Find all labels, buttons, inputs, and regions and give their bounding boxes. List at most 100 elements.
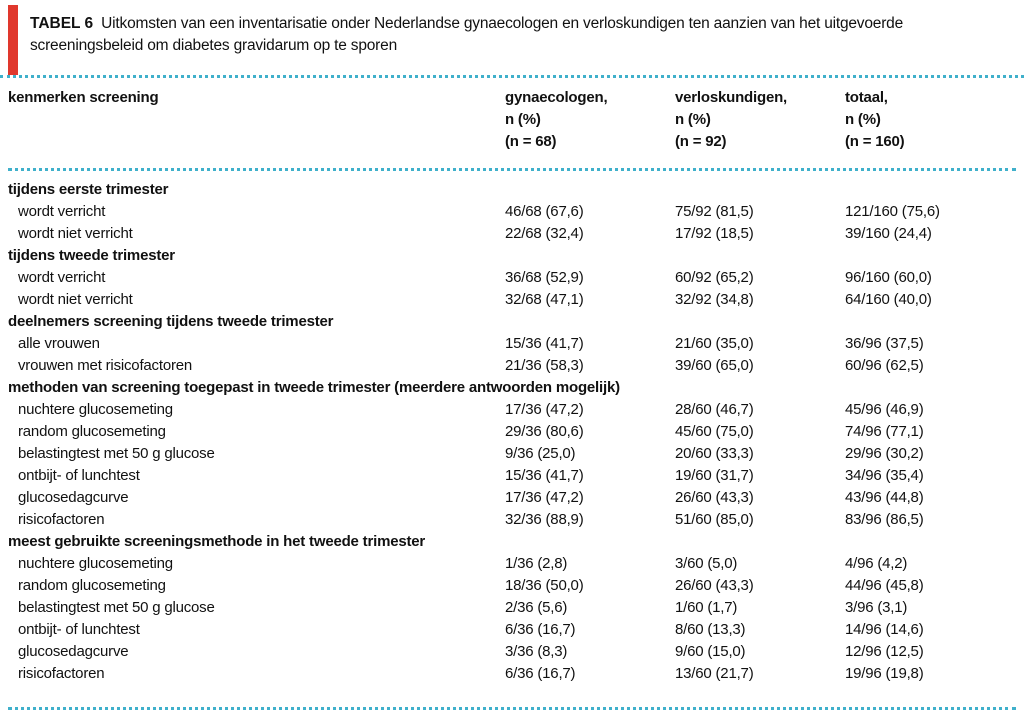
row-label: nuchtere glucosemeting <box>18 401 173 418</box>
cell-value: 60/96 (62,5) <box>845 357 924 374</box>
section-row: meest gebruikte screeningsmethode in het… <box>8 533 426 550</box>
cell-value: 36/96 (37,5) <box>845 335 924 352</box>
cell-value: 83/96 (86,5) <box>845 511 924 528</box>
cell-value: 45/96 (46,9) <box>845 401 924 418</box>
header-line: (n = 68) <box>505 133 557 150</box>
row-label: vrouwen met risicofactoren <box>18 357 193 374</box>
table-title: TABEL 6 Uitkomsten van een inventarisatie… <box>30 13 1004 57</box>
cell-value: 3/96 (3,1) <box>845 599 908 616</box>
row-label: risicofactoren <box>18 665 105 682</box>
table-number: TABEL 6 <box>30 15 94 32</box>
cell-value: 22/68 (32,4) <box>505 225 584 242</box>
row-label: belastingtest met 50 g glucose <box>18 445 215 462</box>
cell-value: 32/68 (47,1) <box>505 291 584 308</box>
cell-value: 4/96 (4,2) <box>845 555 908 572</box>
cell-value: 17/92 (18,5) <box>675 225 754 242</box>
cell-value: 3/36 (8,3) <box>505 643 568 660</box>
table-row: glucosedagcurve 17/36 (47,2) 26/60 (43,3) 4… <box>8 487 1016 509</box>
cell-value: 12/96 (12,5) <box>845 643 924 660</box>
cell-value: 51/60 (85,0) <box>675 511 754 528</box>
table-row: ontbijt- of lunchtest 6/36 (16,7) 8/60 (13… <box>8 619 1016 641</box>
table-row: risicofactoren 6/36 (16,7) 13/60 (21,7) 19/… <box>8 663 1016 685</box>
cell-value: 26/60 (43,3) <box>675 577 754 594</box>
table-header-row: kenmerken screening gynaecologen, n (%) … <box>8 78 1016 171</box>
header-line: (n = 92) <box>675 133 727 150</box>
section-row: tijdens tweede trimester <box>8 247 175 264</box>
table-row: random glucosemeting 18/36 (50,0) 26/60 (4… <box>8 575 1016 597</box>
row-label: glucosedagcurve <box>18 643 129 660</box>
header-line: n (%) <box>505 111 541 128</box>
title-line-2: screeningsbeleid om diabetes gravidarum … <box>30 37 397 54</box>
table-row: wordt niet verricht 32/68 (47,1) 32/92 (34… <box>8 289 1016 311</box>
header-totaal: totaal, n (%) (n = 160) <box>845 87 1016 153</box>
table-row: glucosedagcurve 3/36 (8,3) 9/60 (15,0) 12/9… <box>8 641 1016 663</box>
cell-value: 20/60 (33,3) <box>675 445 754 462</box>
cell-value: 43/96 (44,8) <box>845 489 924 506</box>
header-gynaecologen: gynaecologen, n (%) (n = 68) <box>505 87 675 153</box>
row-label: random glucosemeting <box>18 577 166 594</box>
cell-value: 8/60 (13,3) <box>675 621 746 638</box>
table-row: belastingtest met 50 g glucose 2/36 (5,6)… <box>8 597 1016 619</box>
row-label: wordt niet verricht <box>18 291 133 308</box>
cell-value: 1/36 (2,8) <box>505 555 568 572</box>
table-body: tijdens eerste trimester wordt verricht 46… <box>8 171 1016 710</box>
cell-value: 15/36 (41,7) <box>505 467 584 484</box>
row-label: alle vrouwen <box>18 335 100 352</box>
cell-value: 18/36 (50,0) <box>505 577 584 594</box>
cell-value: 17/36 (47,2) <box>505 489 584 506</box>
row-label: wordt verricht <box>18 269 106 286</box>
header-line: totaal, <box>845 89 888 106</box>
cell-value: 64/160 (40,0) <box>845 291 932 308</box>
header-line: (n = 160) <box>845 133 905 150</box>
row-label: risicofactoren <box>18 511 105 528</box>
row-label: wordt niet verricht <box>18 225 133 242</box>
cell-value: 46/68 (67,6) <box>505 203 584 220</box>
cell-value: 75/92 (81,5) <box>675 203 754 220</box>
cell-value: 17/36 (47,2) <box>505 401 584 418</box>
row-label: nuchtere glucosemeting <box>18 555 173 572</box>
cell-value: 21/60 (35,0) <box>675 335 754 352</box>
cell-value: 19/96 (19,8) <box>845 665 924 682</box>
table-row: belastingtest met 50 g glucose 9/36 (25,0… <box>8 443 1016 465</box>
table-row: risicofactoren 32/36 (88,9) 51/60 (85,0) 83… <box>8 509 1016 531</box>
table-row: random glucosemeting 29/36 (80,6) 45/60 (7… <box>8 421 1016 443</box>
cell-value: 121/160 (75,6) <box>845 203 940 220</box>
table-row: wordt verricht 46/68 (67,6) 75/92 (81,5) 12… <box>8 201 1016 223</box>
cell-value: 34/96 (35,4) <box>845 467 924 484</box>
header-line: n (%) <box>675 111 711 128</box>
cell-value: 45/60 (75,0) <box>675 423 754 440</box>
row-label: random glucosemeting <box>18 423 166 440</box>
row-label: ontbijt- of lunchtest <box>18 621 140 638</box>
cell-value: 32/92 (34,8) <box>675 291 754 308</box>
data-table: kenmerken screening gynaecologen, n (%) … <box>0 78 1024 710</box>
section-row: deelnemers screening tijdens tweede trim… <box>8 313 334 330</box>
cell-value: 28/60 (46,7) <box>675 401 754 418</box>
table-row: vrouwen met risicofactoren 21/36 (58,3) 39… <box>8 355 1016 377</box>
header-line: gynaecologen, <box>505 89 608 106</box>
cell-value: 6/36 (16,7) <box>505 621 576 638</box>
header-line: verloskundigen, <box>675 89 788 106</box>
cell-value: 21/36 (58,3) <box>505 357 584 374</box>
cell-value: 36/68 (52,9) <box>505 269 584 286</box>
cell-value: 2/36 (5,6) <box>505 599 568 616</box>
header-line: n (%) <box>845 111 881 128</box>
row-label: wordt verricht <box>18 203 106 220</box>
row-label: glucosedagcurve <box>18 489 129 506</box>
cell-value: 6/36 (16,7) <box>505 665 576 682</box>
accent-bar <box>8 5 18 75</box>
cell-value: 9/36 (25,0) <box>505 445 576 462</box>
cell-value: 44/96 (45,8) <box>845 577 924 594</box>
cell-value: 14/96 (14,6) <box>845 621 924 638</box>
header-verloskundigen: verloskundigen, n (%) (n = 92) <box>675 87 845 153</box>
header-kenmerken-screening: kenmerken screening <box>8 89 159 106</box>
table-row: ontbijt- of lunchtest 15/36 (41,7) 19/60 (… <box>8 465 1016 487</box>
cell-value: 3/60 (5,0) <box>675 555 738 572</box>
cell-value: 39/60 (65,0) <box>675 357 754 374</box>
cell-value: 39/160 (24,4) <box>845 225 932 242</box>
cell-value: 32/36 (88,9) <box>505 511 584 528</box>
table-row: nuchtere glucosemeting 1/36 (2,8) 3/60 (5,… <box>8 553 1016 575</box>
table-row: alle vrouwen 15/36 (41,7) 21/60 (35,0) 36/9… <box>8 333 1016 355</box>
row-label: ontbijt- of lunchtest <box>18 467 140 484</box>
cell-value: 1/60 (1,7) <box>675 599 738 616</box>
